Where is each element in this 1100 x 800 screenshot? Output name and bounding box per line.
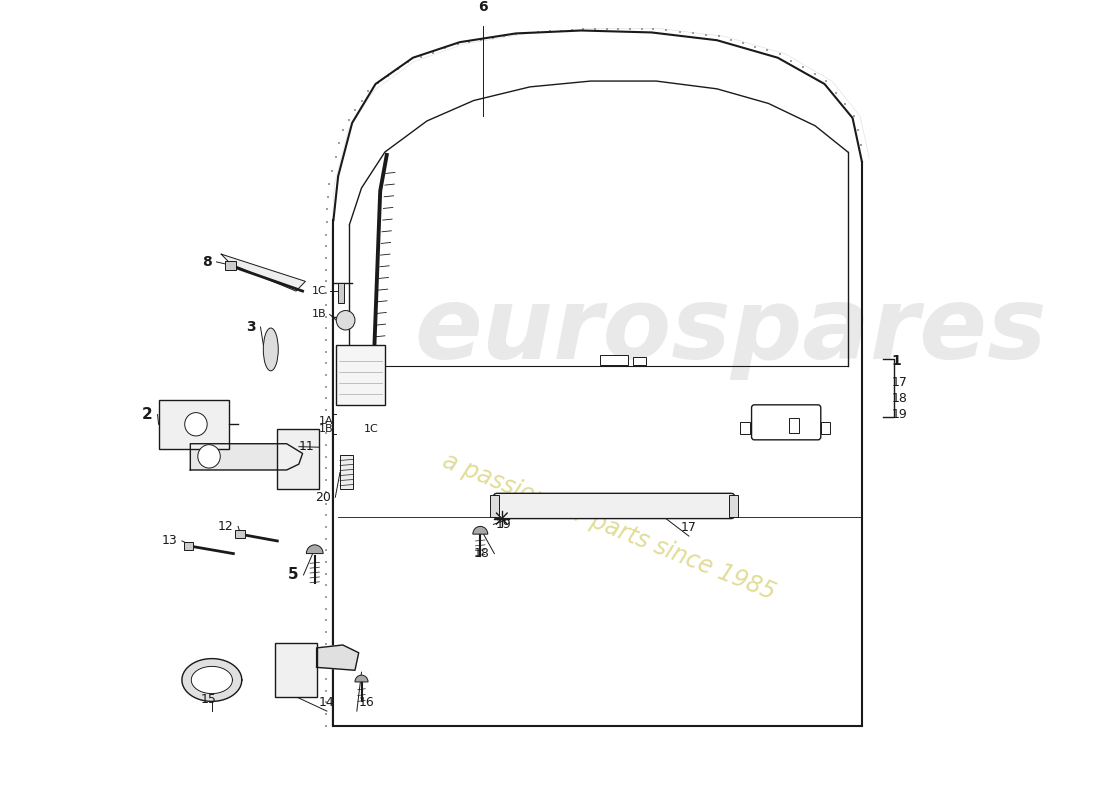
Ellipse shape <box>263 328 278 371</box>
Polygon shape <box>317 645 359 670</box>
Bar <box>740 422 750 434</box>
Text: 13: 13 <box>162 534 177 547</box>
Text: 1C: 1C <box>364 424 380 434</box>
Bar <box>729 495 738 517</box>
Circle shape <box>185 413 207 436</box>
Text: 14: 14 <box>319 696 334 709</box>
Text: 1: 1 <box>892 354 902 368</box>
Text: 1C: 1C <box>312 286 327 296</box>
Bar <box>235 530 244 538</box>
Polygon shape <box>191 666 232 694</box>
FancyBboxPatch shape <box>158 400 229 449</box>
Text: 1B: 1B <box>312 310 327 319</box>
Text: 17: 17 <box>681 521 696 534</box>
Circle shape <box>337 310 355 330</box>
Bar <box>340 455 353 490</box>
Text: eurospares: eurospares <box>415 283 1047 381</box>
Text: 17: 17 <box>892 376 907 389</box>
Polygon shape <box>190 444 302 470</box>
FancyBboxPatch shape <box>494 494 735 518</box>
FancyBboxPatch shape <box>275 643 317 697</box>
Text: 8: 8 <box>202 255 212 269</box>
Text: 20: 20 <box>315 490 331 504</box>
Bar <box>490 495 499 517</box>
Text: 3: 3 <box>246 320 256 334</box>
Text: 6: 6 <box>478 0 488 14</box>
Text: 18: 18 <box>892 391 907 405</box>
Text: 18: 18 <box>474 547 490 560</box>
Text: 2: 2 <box>142 407 153 422</box>
Circle shape <box>198 445 220 468</box>
Bar <box>184 542 194 550</box>
Bar <box>600 355 628 365</box>
FancyBboxPatch shape <box>751 405 821 440</box>
Text: 19: 19 <box>495 518 512 531</box>
Text: 16: 16 <box>359 696 374 709</box>
FancyBboxPatch shape <box>277 429 319 490</box>
Wedge shape <box>306 545 323 554</box>
Wedge shape <box>355 675 368 682</box>
Bar <box>338 283 343 302</box>
Wedge shape <box>473 526 487 534</box>
Text: 12: 12 <box>218 520 233 533</box>
Bar <box>224 261 236 270</box>
Text: 11: 11 <box>299 440 315 453</box>
Text: 1B: 1B <box>319 424 333 434</box>
Bar <box>789 418 800 433</box>
Text: a passion for parts since 1985: a passion for parts since 1985 <box>439 448 779 604</box>
Bar <box>632 357 646 365</box>
Polygon shape <box>221 254 306 291</box>
Text: 1A: 1A <box>319 416 333 426</box>
Text: 19: 19 <box>892 408 907 421</box>
Text: 15: 15 <box>201 694 217 706</box>
FancyBboxPatch shape <box>337 345 385 405</box>
Polygon shape <box>182 658 242 702</box>
Bar <box>821 422 830 434</box>
Text: 5: 5 <box>288 567 299 582</box>
